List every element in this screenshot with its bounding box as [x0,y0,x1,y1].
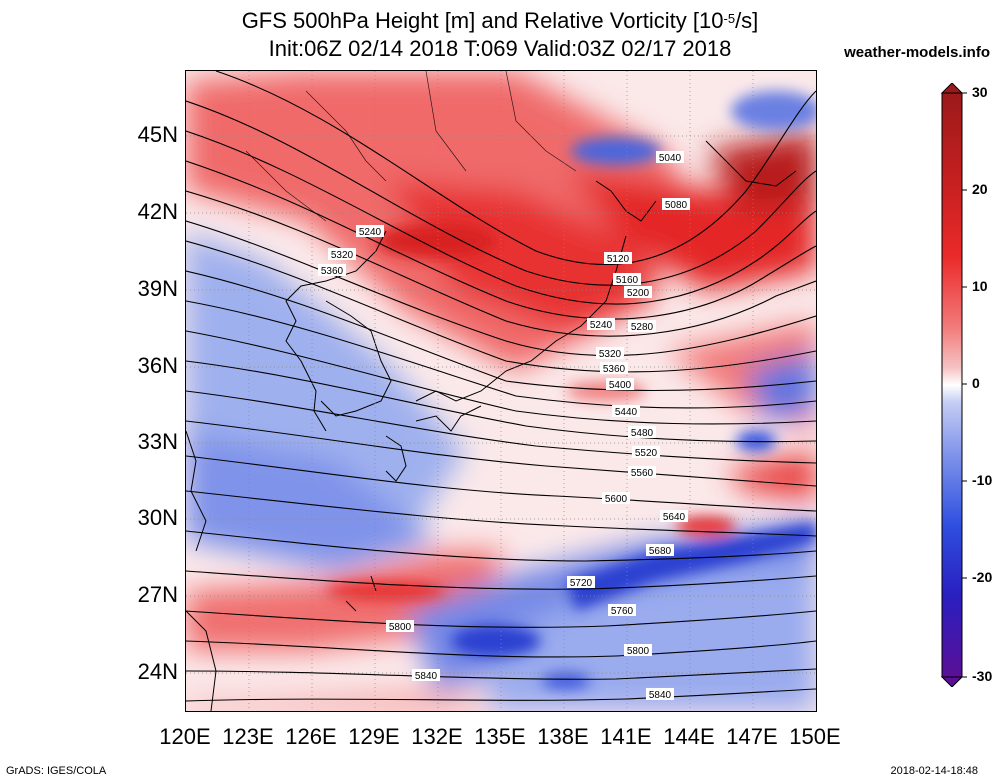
contour-label: 5560 [628,466,656,479]
svg-text:5280: 5280 [631,322,654,333]
contour-label: 5800 [386,620,414,633]
contour-label: 5240 [587,318,615,331]
contour-label: 5760 [608,604,636,617]
contour-label: 5040 [656,151,684,164]
svg-text:5800: 5800 [389,622,412,633]
svg-text:5480: 5480 [631,428,654,439]
svg-text:5200: 5200 [627,288,650,299]
svg-text:5600: 5600 [605,494,628,505]
colorbar-tick-label: 10 [972,278,988,294]
svg-text:5440: 5440 [615,407,638,418]
lon-tick-label: 132E [411,724,463,749]
contour-label: 5840 [646,688,674,701]
svg-text:5760: 5760 [611,606,634,617]
colorbar-tick-label: -30 [972,668,993,684]
svg-text:5120: 5120 [607,254,630,265]
lon-tick-label: 144E [663,724,715,749]
lon-tick-label: 150E [789,724,841,749]
svg-text:5720: 5720 [570,578,593,589]
svg-text:5240: 5240 [359,227,382,238]
svg-text:5680: 5680 [649,546,672,557]
contour-label: 5840 [412,669,440,682]
contour-label: 5320 [596,347,624,360]
site-watermark: weather-models.info [844,44,990,61]
vorticity-map: 5040 5080 5120 5160 5200 5240 5280 5320 5360 5400… [186,71,816,711]
svg-text:5560: 5560 [631,468,654,479]
contour-label: 5680 [646,544,674,557]
lon-tick-label: 138E [537,724,589,749]
contour-label: 5080 [662,198,690,211]
lon-tick-label: 141E [600,724,652,749]
vorticity-field-cores [326,91,816,689]
lat-tick-label: 33N [137,429,178,454]
contour-label: 5320 [328,248,356,261]
contour-label: 5520 [632,446,660,459]
chart-subtitle: Init:06Z 02/14 2018 T:069 Valid:03Z 02/1… [268,36,732,61]
lon-tick-label: 129E [348,724,400,749]
contour-labels: 5040 5080 5120 5160 5200 5240 5280 5320 5360 5400… [318,151,690,701]
svg-text:5160: 5160 [616,275,639,286]
contour-label: 5160 [613,273,641,286]
contour-label: 5480 [628,426,656,439]
contour-label: 5200 [624,286,652,299]
footer-timestamp: 2018-02-14-18:48 [890,765,978,777]
colorbar-tick-label: 0 [972,375,980,391]
lon-tick-label: 123E [222,724,274,749]
lon-tick-label: 126E [285,724,337,749]
contour-label: 5360 [600,362,628,375]
lat-tick-label: 30N [137,505,178,530]
svg-text:5360: 5360 [321,266,344,277]
title-exponent: -5 [723,11,736,26]
contour-label: 5120 [604,252,632,265]
lon-tick-label: 120E [159,724,211,749]
svg-text:5320: 5320 [331,250,354,261]
colorbar-tick-label: 30 [972,84,988,100]
svg-text:5240: 5240 [590,320,613,331]
svg-text:5080: 5080 [665,200,688,211]
svg-text:5520: 5520 [635,448,658,459]
lat-tick-label: 39N [137,276,178,301]
colorbar-tick-label: -20 [972,569,993,585]
colorbar-tick-label: 20 [972,181,988,197]
lon-tick-label: 147E [726,724,778,749]
svg-text:5840: 5840 [649,690,672,701]
svg-text:5040: 5040 [659,153,682,164]
chart-title: GFS 500hPa Height [m] and Relative Vorti… [241,8,759,33]
map-panel: 5040 5080 5120 5160 5200 5240 5280 5320 5360 5400… [185,70,817,712]
lat-tick-label: 36N [137,353,178,378]
contour-label: 5800 [624,644,652,657]
lat-tick-label: 27N [137,582,178,607]
lat-tick-label: 45N [137,122,178,147]
contour-label: 5280 [628,320,656,333]
contour-label: 5440 [612,405,640,418]
height-contours [186,71,816,702]
svg-text:5360: 5360 [603,364,626,375]
colorbar [940,83,967,687]
svg-text:5320: 5320 [599,349,622,360]
svg-text:5840: 5840 [415,671,438,682]
contour-label: 5400 [606,378,634,391]
footer-credit: GrADS: IGES/COLA [6,765,107,777]
contour-label: 5240 [356,225,384,238]
contour-label: 5720 [567,576,595,589]
coastlines [186,140,797,711]
lat-tick-label: 42N [137,199,178,224]
contour-label: 5640 [660,510,688,523]
colorbar-tick-label: -10 [972,472,993,488]
contour-label: 5360 [318,264,346,277]
lon-tick-label: 135E [474,724,526,749]
svg-text:5800: 5800 [627,646,650,657]
contour-label: 5600 [602,492,630,505]
lat-tick-label: 24N [137,659,178,684]
svg-text:5400: 5400 [609,380,632,391]
svg-text:5640: 5640 [663,512,686,523]
